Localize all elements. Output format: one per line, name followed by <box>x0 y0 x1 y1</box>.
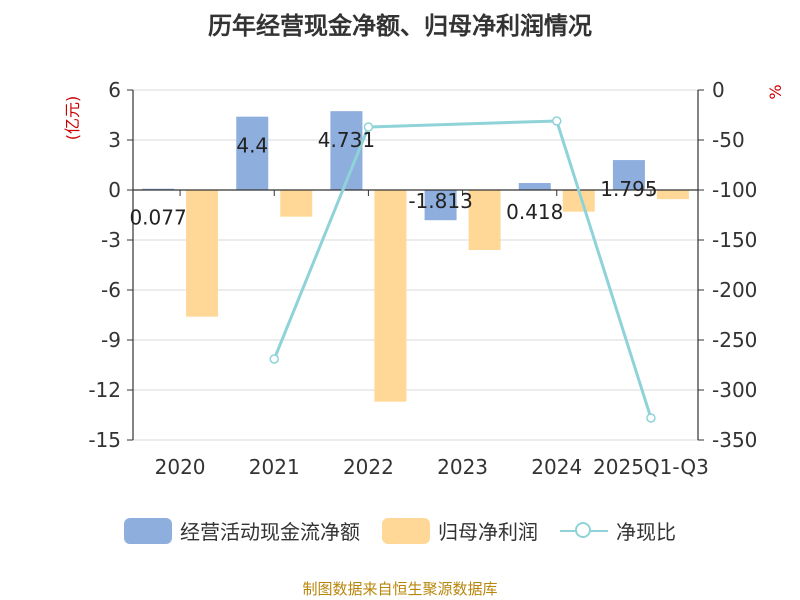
cash-flow-bar <box>236 116 269 190</box>
ratio-point <box>269 354 279 364</box>
x-tick-label: 2025Q1-Q3 <box>593 455 709 479</box>
ratio-line-segment <box>555 120 653 419</box>
legend-label-cash-flow: 经营活动现金流净额 <box>180 520 360 544</box>
cash-flow-bar <box>330 111 363 190</box>
left-tick-label: -3 <box>101 228 121 252</box>
net-cash-ratio-line <box>269 116 656 423</box>
ratio-line-segment <box>368 119 557 129</box>
cash-flow-bar <box>518 183 551 190</box>
left-tick-label: -15 <box>88 428 121 452</box>
legend: 经营活动现金流净额 归母净利润 净现比 <box>0 516 800 545</box>
x-tick-label: 2023 <box>437 455 488 479</box>
net-profit-bar <box>562 190 595 212</box>
net-profit-bar <box>186 190 219 317</box>
left-tick-label: 6 <box>108 78 121 102</box>
cash-flow-bar <box>142 188 175 190</box>
x-tick-label: 2024 <box>531 455 582 479</box>
legend-swatch-net-cash-ratio <box>560 518 608 544</box>
cash-flow-bar <box>424 190 457 221</box>
cash-flow-data-label: 4.731 <box>318 128 375 152</box>
right-tick-label: 0 <box>712 78 725 102</box>
cash-flow-data-label: 0.418 <box>506 200 563 224</box>
axes: 630-3-6-9-12-150-50-100-150-200-250-300-… <box>63 78 785 479</box>
legend-item-net-profit[interactable]: 归母净利润 <box>382 516 538 545</box>
net-profit-bars <box>186 190 689 402</box>
chart-title: 历年经营现金净额、归母净利润情况 <box>208 12 592 40</box>
cash-flow-data-label: -1.813 <box>408 189 472 213</box>
right-tick-label: -150 <box>712 228 757 252</box>
cash-flow-data-label: 0.077 <box>129 206 186 230</box>
left-tick-label: 0 <box>108 178 121 202</box>
ratio-point <box>363 122 374 132</box>
right-tick-label: -350 <box>712 428 757 452</box>
right-tick-label: -250 <box>712 328 757 352</box>
data-source-note: 制图数据来自恒生聚源数据库 <box>302 580 498 598</box>
left-tick-label: -9 <box>101 328 121 352</box>
ratio-point <box>552 116 562 126</box>
x-tick-label: 2020 <box>155 455 206 479</box>
cash-flow-data-label: 1.795 <box>600 177 657 201</box>
net-profit-bar <box>468 190 501 250</box>
right-tick-label: -200 <box>712 278 757 302</box>
left-tick-label: -12 <box>88 378 121 402</box>
net-profit-bar <box>374 190 407 402</box>
net-profit-bar <box>656 190 689 200</box>
left-axis-label: (亿元) <box>63 96 82 141</box>
left-tick-label: -6 <box>101 278 121 302</box>
legend-item-cash-flow[interactable]: 经营活动现金流净额 <box>124 516 360 545</box>
legend-label-net-cash-ratio: 净现比 <box>616 520 676 544</box>
net-profit-bar <box>280 190 313 217</box>
data-labels: 0.077 4.4 4.731 -1.813 0.418 1.795 <box>129 128 657 230</box>
left-tick-label: 3 <box>108 128 121 152</box>
cash-flow-bar <box>612 160 645 190</box>
legend-swatch-cash-flow <box>124 517 172 544</box>
legend-label-net-profit: 归母净利润 <box>438 520 538 544</box>
legend-swatch-net-profit <box>382 517 430 544</box>
ratio-point <box>646 413 656 423</box>
x-tick-label: 2022 <box>343 455 394 479</box>
cash-flow-data-label: 4.4 <box>236 134 268 158</box>
right-tick-label: -300 <box>712 378 757 402</box>
right-tick-label: -50 <box>712 128 745 152</box>
cash-flow-bars <box>142 111 645 221</box>
ratio-line-segment <box>272 126 370 360</box>
right-tick-label: -100 <box>712 178 757 202</box>
x-tick-label: 2021 <box>249 455 300 479</box>
right-axis-label: % <box>766 84 785 99</box>
legend-item-net-cash-ratio[interactable]: 净现比 <box>560 516 676 545</box>
